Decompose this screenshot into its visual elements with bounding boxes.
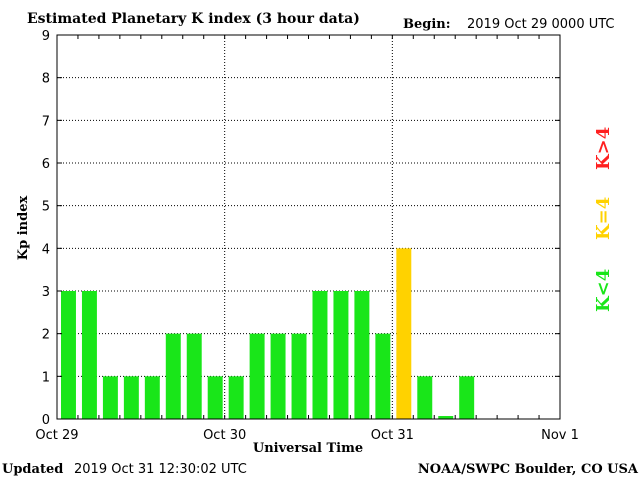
kp-bar bbox=[102, 376, 118, 419]
kp-bar bbox=[375, 333, 391, 419]
kp-bar bbox=[228, 376, 244, 419]
y-tick-label: 1 bbox=[42, 370, 50, 385]
x-tick-labels: Oct 29 Oct 30 Oct 31 Nov 1 bbox=[35, 428, 578, 443]
updated-value: 2019 Oct 31 12:30:02 UTC bbox=[74, 462, 247, 477]
chart-title: Estimated Planetary K index (3 hour data… bbox=[27, 11, 360, 27]
kp-bar bbox=[333, 291, 349, 419]
kp-bar bbox=[144, 376, 160, 419]
y-tick-label: 0 bbox=[42, 413, 50, 428]
kp-bar bbox=[165, 333, 181, 419]
x-axis-title: Universal Time bbox=[253, 441, 363, 456]
y-axis-title: Kp index bbox=[16, 196, 31, 261]
y-tick-labels: 0 1 2 3 4 5 6 7 8 9 bbox=[42, 29, 50, 428]
kp-bar bbox=[354, 291, 370, 419]
axes bbox=[56, 34, 561, 420]
y-tick-label: 3 bbox=[42, 285, 50, 300]
grid-lines bbox=[57, 34, 560, 419]
y-tick-label: 8 bbox=[42, 72, 50, 87]
kp-bar bbox=[438, 416, 454, 419]
kp-bar bbox=[61, 291, 76, 419]
source-credit: NOAA/SWPC Boulder, CO USA bbox=[418, 462, 639, 477]
x-tick-label: Oct 31 bbox=[371, 428, 414, 443]
x-tick-label: Oct 29 bbox=[35, 428, 78, 443]
begin-label: Begin: bbox=[403, 17, 451, 32]
y-tick-label: 5 bbox=[42, 200, 50, 215]
y-tick-label: 9 bbox=[42, 29, 50, 44]
kp-bar bbox=[312, 291, 328, 419]
legend-k-below-4: K<4 bbox=[593, 269, 614, 312]
x-tick-label: Nov 1 bbox=[541, 428, 579, 443]
legend-k-equal-4: K=4 bbox=[593, 197, 614, 240]
kp-bar bbox=[186, 333, 202, 419]
kp-bar bbox=[270, 333, 286, 419]
kp-bar bbox=[459, 376, 475, 419]
kp-bar bbox=[291, 333, 307, 419]
kp-bar bbox=[81, 291, 97, 419]
kp-bar bbox=[207, 376, 223, 419]
legend-k-above-4: K>4 bbox=[593, 127, 614, 170]
y-tick-label: 6 bbox=[42, 157, 50, 172]
y-tick-label: 4 bbox=[42, 242, 50, 257]
kp-bar bbox=[417, 376, 433, 419]
y-tick-label: 7 bbox=[42, 114, 50, 129]
bars bbox=[61, 248, 475, 419]
kp-bar bbox=[123, 376, 139, 419]
kp-bar bbox=[249, 333, 265, 419]
updated-label: Updated bbox=[2, 462, 63, 477]
begin-value: 2019 Oct 29 0000 UTC bbox=[467, 17, 615, 32]
plot-frame bbox=[56, 34, 561, 420]
x-tick-label: Oct 30 bbox=[203, 428, 246, 443]
kp-bar bbox=[396, 248, 412, 419]
y-tick-label: 2 bbox=[42, 328, 50, 343]
